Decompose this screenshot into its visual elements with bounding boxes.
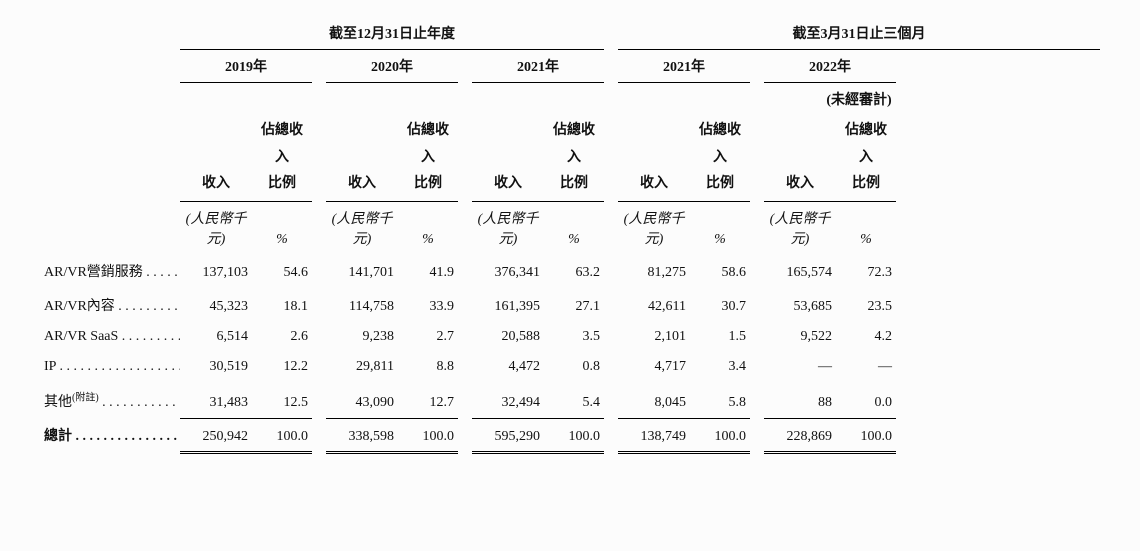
cell-revenue: 88 <box>764 382 836 419</box>
cell-revenue: 114,758 <box>326 288 398 322</box>
cell-revenue: 4,717 <box>618 352 690 382</box>
table-row: 其他(附註)31,48312.5 43,09012.7 32,4945.4 8,045… <box>40 382 1100 419</box>
table-row: AR/VR營銷服務137,10354.6 141,70141.9 376,34163… <box>40 254 1100 288</box>
cell-pct: 12.2 <box>252 352 312 382</box>
cell-pct: 5.4 <box>544 382 604 419</box>
cell-revenue: 45,323 <box>180 288 252 322</box>
cell-revenue: 42,611 <box>618 288 690 322</box>
cell-pct: 0.0 <box>836 382 896 419</box>
table-row: IP30,51912.2 29,8118.8 4,4720.8 4,7173.4 —— <box>40 352 1100 382</box>
cell-revenue: 8,045 <box>618 382 690 419</box>
cell-pct: 3.4 <box>690 352 750 382</box>
cell-revenue: 9,238 <box>326 322 398 352</box>
cell-pct: 12.7 <box>398 382 458 419</box>
row-label: AR/VR內容 <box>40 288 180 322</box>
cell-pct: — <box>836 352 896 382</box>
row-label: AR/VR營銷服務 <box>40 254 180 288</box>
cell-revenue: 53,685 <box>764 288 836 322</box>
cell-pct: 54.6 <box>252 254 312 288</box>
cell-revenue: 141,701 <box>326 254 398 288</box>
cell-pct: 33.9 <box>398 288 458 322</box>
cell-revenue: 32,494 <box>472 382 544 419</box>
row-label: AR/VR SaaS <box>40 322 180 352</box>
cell-pct: 12.5 <box>252 382 312 419</box>
row-label: IP <box>40 352 180 382</box>
financial-table: 截至12月31日止年度 截至3月31日止三個月 2019年 2020年 2021… <box>40 20 1100 454</box>
cell-revenue: 20,588 <box>472 322 544 352</box>
cell-pct: 4.2 <box>836 322 896 352</box>
cell-pct: 3.5 <box>544 322 604 352</box>
cell-revenue: 376,341 <box>472 254 544 288</box>
cell-pct: 23.5 <box>836 288 896 322</box>
cell-pct: 72.3 <box>836 254 896 288</box>
cell-revenue: 43,090 <box>326 382 398 419</box>
cell-pct: 1.5 <box>690 322 750 352</box>
cell-pct: 58.6 <box>690 254 750 288</box>
cell-revenue: 30,519 <box>180 352 252 382</box>
cell-pct: 5.8 <box>690 382 750 419</box>
cell-pct: 0.8 <box>544 352 604 382</box>
cell-revenue: 9,522 <box>764 322 836 352</box>
period-header-annual: 截至12月31日止年度 <box>180 20 604 50</box>
cell-pct: 2.6 <box>252 322 312 352</box>
row-label: 其他(附註) <box>40 382 180 419</box>
cell-pct: 2.7 <box>398 322 458 352</box>
year-2020: 2020年 <box>326 50 458 83</box>
col-pct: 佔總收入比例 <box>252 115 312 201</box>
year-2022: 2022年 <box>764 50 896 83</box>
cell-pct: 63.2 <box>544 254 604 288</box>
unit-rmb: (人民幣千元) <box>180 201 252 254</box>
col-revenue: 收入 <box>180 115 252 201</box>
cell-revenue: — <box>764 352 836 382</box>
cell-pct: 27.1 <box>544 288 604 322</box>
cell-revenue: 31,483 <box>180 382 252 419</box>
cell-revenue: 6,514 <box>180 322 252 352</box>
cell-pct: 41.9 <box>398 254 458 288</box>
year-2021a: 2021年 <box>472 50 604 83</box>
cell-pct: 8.8 <box>398 352 458 382</box>
cell-pct: 18.1 <box>252 288 312 322</box>
cell-pct: 30.7 <box>690 288 750 322</box>
cell-revenue: 161,395 <box>472 288 544 322</box>
cell-revenue: 137,103 <box>180 254 252 288</box>
unaudited-label: (未經審計) <box>618 83 1100 116</box>
cell-revenue: 29,811 <box>326 352 398 382</box>
unit-pct: % <box>252 201 312 254</box>
cell-revenue: 81,275 <box>618 254 690 288</box>
table-row: AR/VR SaaS6,5142.6 9,2382.7 20,5883.5 2,101… <box>40 322 1100 352</box>
total-label: 總計 <box>44 429 72 444</box>
year-2019: 2019年 <box>180 50 312 83</box>
period-header-quarter: 截至3月31日止三個月 <box>618 20 1100 50</box>
cell-revenue: 2,101 <box>618 322 690 352</box>
total-row: 總計 250,942 100.0 338,598 100.0 595,290 1… <box>40 418 1100 452</box>
year-2021b: 2021年 <box>618 50 750 83</box>
table-row: AR/VR內容45,32318.1 114,75833.9 161,39527.1 4… <box>40 288 1100 322</box>
cell-revenue: 165,574 <box>764 254 836 288</box>
cell-revenue: 4,472 <box>472 352 544 382</box>
